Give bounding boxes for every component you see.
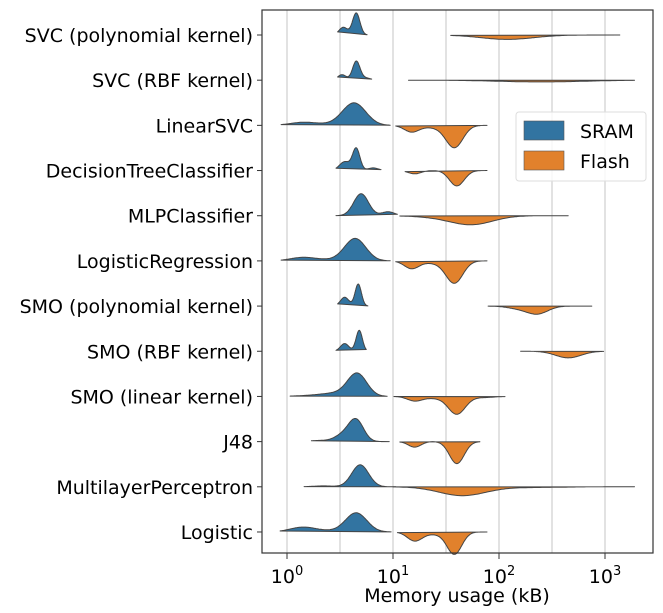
violin-flash-9 <box>399 441 481 465</box>
violin-flash-2 <box>395 124 488 149</box>
violin-flash-11 <box>396 531 488 555</box>
y-tick-label: LinearSVC <box>156 115 253 137</box>
y-tick-label: Logistic <box>181 522 253 544</box>
violin-sram-4 <box>335 193 398 217</box>
y-tick-label: LogisticRegression <box>77 251 253 273</box>
violin-sram-2 <box>280 102 391 126</box>
violin-flash-7 <box>520 350 605 359</box>
violin-sram-3 <box>335 147 382 171</box>
violin-flash-5 <box>395 260 488 284</box>
x-tick-label: 103 <box>589 564 621 588</box>
legend-label-sram: SRAM <box>580 121 634 143</box>
violin-sram-1 <box>337 60 373 80</box>
violin-flash-8 <box>393 396 506 415</box>
violin-flash-1 <box>408 79 635 83</box>
y-tick-label: MLPClassifier <box>128 206 253 228</box>
violin-flash-4 <box>399 215 569 226</box>
violin-flash-3 <box>404 170 488 187</box>
x-axis-label: Memory usage (kB) <box>364 585 550 607</box>
legend: SRAM Flash <box>515 111 647 182</box>
legend-label-flash: Flash <box>580 151 630 173</box>
violin-sram-0 <box>337 12 368 36</box>
y-tick-labels: SVC (polynomial kernel) SVC (RBF kernel) L… <box>20 25 262 544</box>
violin-flash-6 <box>487 305 593 315</box>
legend-swatch-sram <box>523 120 565 141</box>
violin-sram-5 <box>280 237 391 262</box>
plot-frame <box>261 9 654 554</box>
y-tick-label: J48 <box>222 432 253 454</box>
x-tick-label: 101 <box>377 564 409 588</box>
violin-sram-7 <box>335 329 367 351</box>
y-tick-label: SVC (RBF kernel) <box>92 70 253 92</box>
violin-sram-10 <box>303 464 397 488</box>
violin-flash-0 <box>450 34 621 40</box>
violin-sram-9 <box>310 418 390 443</box>
violin-sram-11 <box>279 512 392 533</box>
y-tick-label: SVC (polynomial kernel) <box>25 25 253 47</box>
violin-flash-10 <box>392 486 635 497</box>
grid-lines <box>286 10 606 553</box>
y-tick-label: DecisionTreeClassifier <box>46 161 253 183</box>
x-tick-label: 102 <box>483 564 515 588</box>
x-tick-labels: 100 101 102 103 <box>271 553 621 588</box>
y-tick-label: SMO (polynomial kernel) <box>20 296 253 318</box>
violin-sram-6 <box>337 283 369 307</box>
y-tick-label: SMO (linear kernel) <box>70 386 253 408</box>
violin-sram-8 <box>289 372 388 397</box>
y-tick-label: SMO (RBF kernel) <box>87 341 253 363</box>
legend-swatch-flash <box>523 150 565 171</box>
violins <box>279 12 635 555</box>
x-tick-label: 100 <box>271 564 303 588</box>
y-tick-label: MultilayerPerceptron <box>56 477 253 499</box>
